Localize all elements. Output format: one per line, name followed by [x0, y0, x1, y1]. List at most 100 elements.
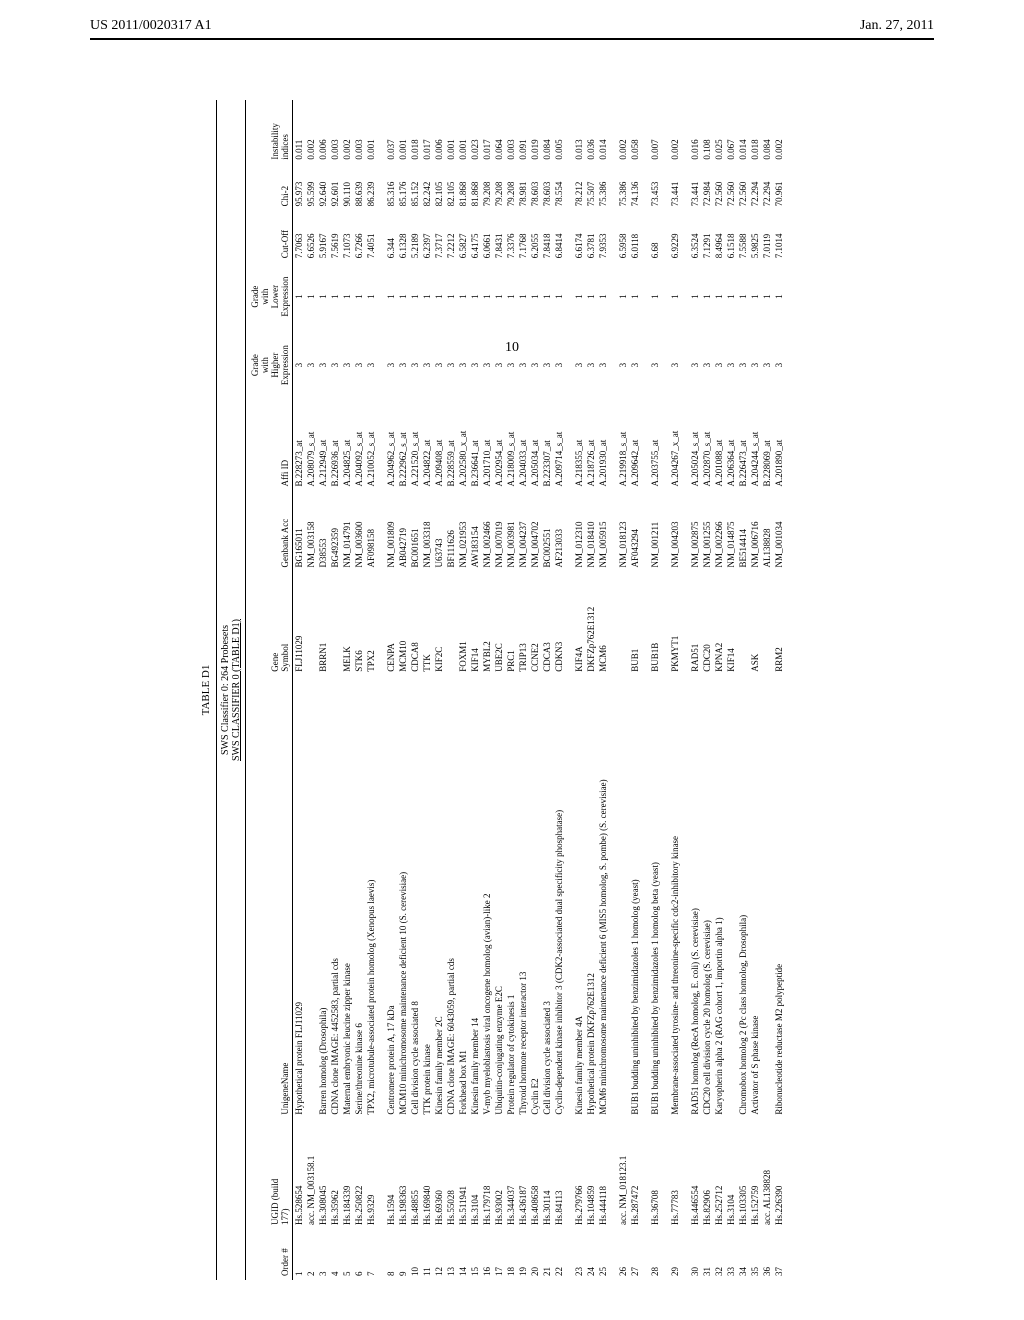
table-cell: TTK protein kinase: [421, 676, 433, 1119]
table-cell: 3: [713, 331, 725, 400]
table-cell: 1: [629, 262, 641, 331]
table-cell: Ribonucleotide reductase M2 polypeptide: [773, 676, 785, 1119]
table-cell: 3: [773, 331, 785, 400]
table-cell: Hs.408658: [529, 1119, 541, 1229]
table-cell: 3: [597, 331, 609, 400]
table-cell: 1: [573, 262, 585, 331]
table-cell: NM_002466: [481, 490, 493, 571]
table-body: 1Hs.528654Hypothetical protein FLJ11029F…: [293, 100, 786, 1280]
table-cell: 7.3376: [505, 210, 517, 262]
table-cell: 3: [517, 331, 529, 400]
table-cell: PRC1: [505, 572, 517, 676]
table-row: 15Hs.3104Kinesin family member 14KIF14AW…: [469, 100, 481, 1280]
table-cell: 34: [737, 1229, 749, 1280]
table-cell: Hs.36708: [649, 1119, 661, 1229]
col-ugid: UGID (build177): [248, 1119, 293, 1229]
col-symbol: GeneSymbol: [248, 572, 293, 676]
table-cell: NM_001255: [701, 490, 713, 571]
table-cell: 73.441: [669, 164, 681, 211]
table-cell: 0.002: [669, 100, 681, 164]
table-cell: 7.0119: [761, 210, 773, 262]
table-cell: A.204267_x_at: [669, 399, 681, 490]
table-row: 37Hs.226390Ribonucleotide reductase M2 p…: [773, 100, 785, 1280]
table-cell: 0.005: [553, 100, 565, 164]
table-cell: 7.2212: [445, 210, 457, 262]
table-cell: A.212949_at: [317, 399, 329, 490]
table-cell: MCM6 minichromosome maintenance deficien…: [597, 676, 609, 1119]
table-cell: MELK: [341, 572, 353, 676]
table-cell: A.202954_at: [493, 399, 505, 490]
table-cell: 0.002: [341, 100, 353, 164]
table-cell: 75.507: [585, 164, 597, 211]
table-cell: AF213033: [553, 490, 565, 571]
table-cell: NM_005915: [597, 490, 609, 571]
table-cell: V-myb myeloblastosis viral oncogene homo…: [481, 676, 493, 1119]
table-cell: 3: [761, 331, 773, 400]
table-cell: 0.037: [385, 100, 397, 164]
table-cell: 86.239: [365, 164, 377, 211]
table-cell: 6.7266: [353, 210, 365, 262]
table-cell: CDNA clone IMAGE: 4452583, partial cds: [329, 676, 341, 1119]
table-cell: BRRN1: [317, 572, 329, 676]
table-cell: 3: [553, 331, 565, 400]
table-cell: 10: [409, 1229, 421, 1280]
table-cell: Hs.308045: [317, 1119, 329, 1229]
table-cell: 7.9353: [597, 210, 609, 262]
table-cell: KIF14: [469, 572, 481, 676]
table-cell: MCM10 minichromosome maintenance deficie…: [397, 676, 409, 1119]
table-cell: 73.441: [689, 164, 701, 211]
table-cell: Hs.446554: [689, 1119, 701, 1229]
table-cell: 0.001: [397, 100, 409, 164]
table-cell: A.218355_at: [573, 399, 585, 490]
table-cell: 5: [341, 1229, 353, 1280]
table-cell: 6.2397: [421, 210, 433, 262]
data-table: Order # UGID (build177) UnigeneName Gene…: [248, 100, 785, 1280]
table-cell: UBE2C: [493, 572, 505, 676]
table-row: 18Hs.344037Protein regulator of cytokine…: [505, 100, 517, 1280]
table-cell: A.206364_at: [725, 399, 737, 490]
table-cell: 3: [481, 331, 493, 400]
table-subtitle-block: SWS Classifier 0: 264 Probesets SWS CLAS…: [216, 100, 246, 1280]
table-cell: 95.599: [305, 164, 317, 211]
table-cell: Kinesin family member 2C: [433, 676, 445, 1119]
table-cell: 15: [469, 1229, 481, 1280]
table-row: 21Hs.30114Cell division cycle associated…: [541, 100, 553, 1280]
table-cell: BC001651: [409, 490, 421, 571]
table-cell: 1: [457, 262, 469, 331]
table-cell: NM_007019: [493, 490, 505, 571]
table-cell: 1: [421, 262, 433, 331]
table-cell: Hs.152759: [749, 1119, 761, 1229]
table-cell: U63743: [433, 490, 445, 571]
table-cell: 1: [329, 262, 341, 331]
table-cell: 7.5619: [329, 210, 341, 262]
table-cell: KIF4A: [573, 572, 585, 676]
table-cell: BG492359: [329, 490, 341, 571]
col-unigene: UnigeneName: [248, 676, 293, 1119]
table-row: 35Hs.152759Activator of S phase kinaseAS…: [749, 100, 761, 1280]
table-cell: 6.2055: [529, 210, 541, 262]
table-cell: NM_018123: [617, 490, 629, 571]
table-cell: CDC20: [701, 572, 713, 676]
table-cell: NM_014791: [341, 490, 353, 571]
table-cell: [445, 572, 457, 676]
table-cell: 1: [585, 262, 597, 331]
table-cell: B.223307_at: [541, 399, 553, 490]
table-cell: 3: [365, 331, 377, 400]
table-cell: 1: [725, 262, 737, 331]
table-cell: 4: [329, 1229, 341, 1280]
spacer-row: [641, 100, 649, 1280]
table-cell: 82.105: [433, 164, 445, 211]
table-cell: MCM10: [397, 572, 409, 676]
table-cell: 0.084: [541, 100, 553, 164]
spacer-row: [377, 100, 385, 1280]
table-row: 17Hs.93002Ubiquitin-conjugating enzyme E…: [493, 100, 505, 1280]
table-cell: 3: [469, 331, 481, 400]
table-cell: AF098158: [365, 490, 377, 571]
table-cell: 73.453: [649, 164, 661, 211]
table-cell: 1: [737, 262, 749, 331]
table-cell: A.204825_at: [341, 399, 353, 490]
table-cell: 0.006: [317, 100, 329, 164]
table-cell: 1: [353, 262, 365, 331]
table-cell: BUB1 budding uninhibited by benzimidazol…: [649, 676, 661, 1119]
table-cell: Hs.287472: [629, 1119, 641, 1229]
